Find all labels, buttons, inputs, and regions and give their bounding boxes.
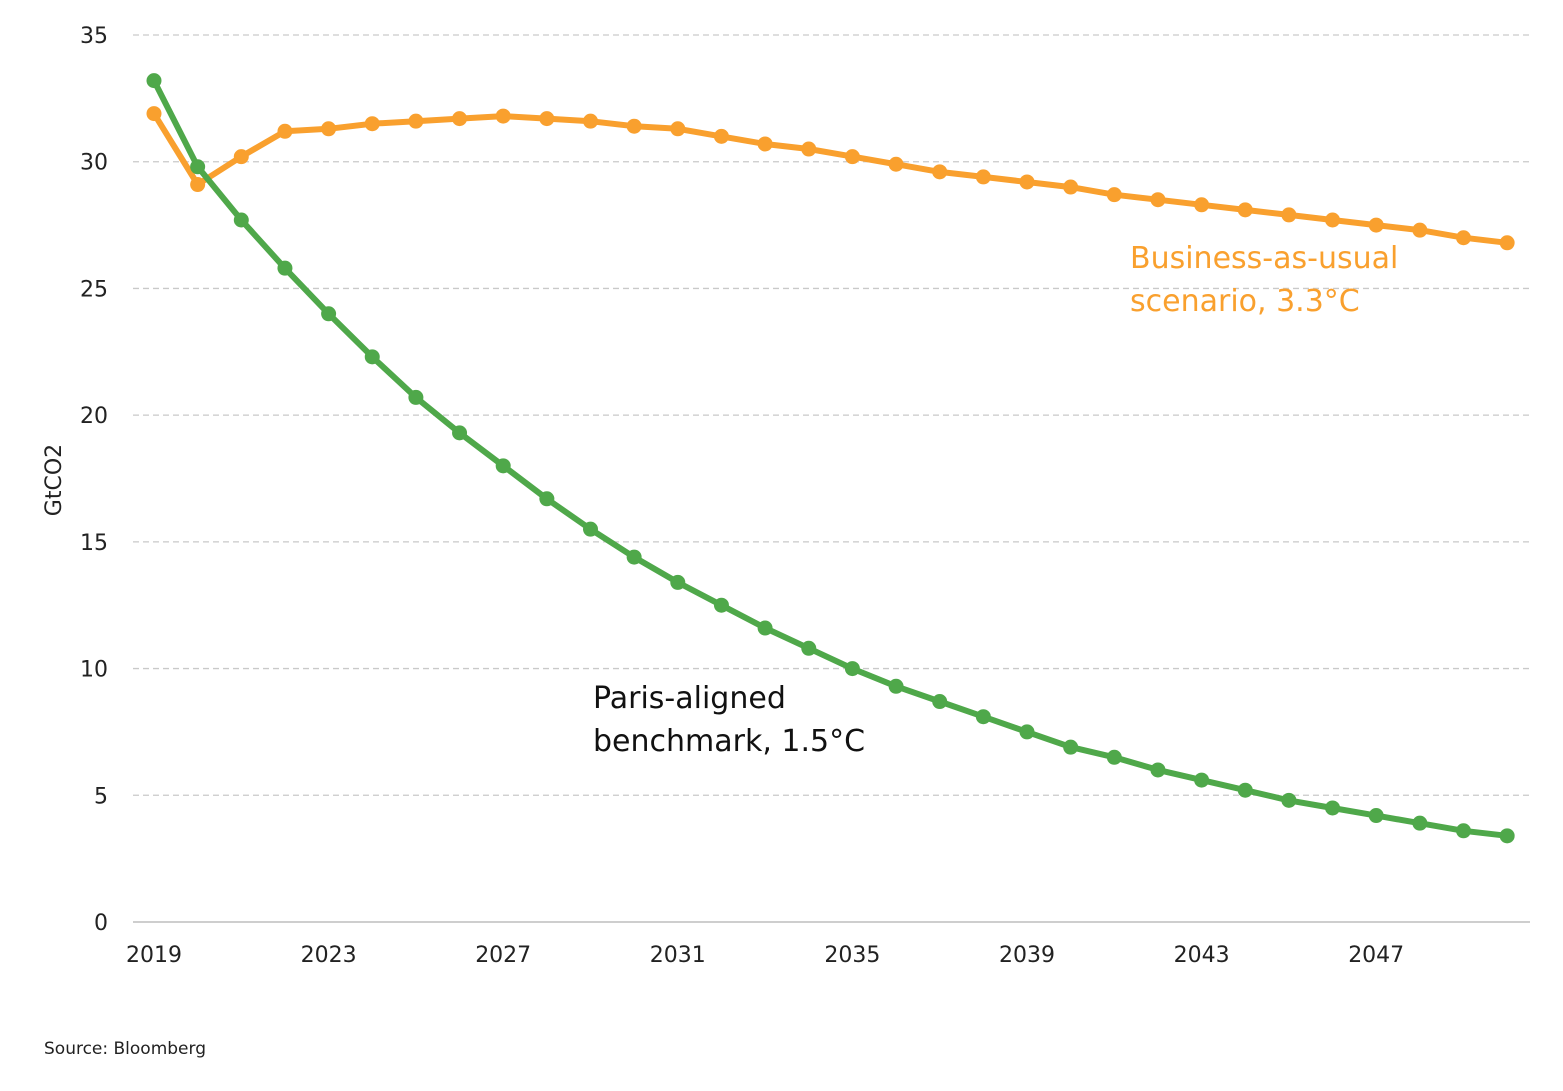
annotation-2-line-1: Paris-aligned <box>593 681 786 716</box>
data-point-s1-2037 <box>932 164 948 180</box>
annotations: Business-as-usual scenario, 3.3°C Paris-al… <box>593 241 1398 759</box>
data-point-s1-2049 <box>1456 230 1471 246</box>
x-tick-label-2027: 2027 <box>475 943 531 968</box>
annotation-2: Paris-aligned benchmark, 1.5°C <box>593 681 865 759</box>
data-point-s2-2038 <box>975 709 991 725</box>
data-point-s1-2021 <box>233 149 249 165</box>
y-tick-label-20: 20 <box>80 404 108 429</box>
data-series <box>146 73 1515 844</box>
series-line-1 <box>151 110 1511 246</box>
data-point-s1-2025 <box>408 113 424 129</box>
annotation-1-line-1: Business-as-usual <box>1130 241 1398 276</box>
y-tick-label-5: 5 <box>94 784 108 809</box>
data-point-s2-2040 <box>1063 739 1079 755</box>
series-1 <box>146 106 1515 251</box>
series-2 <box>146 73 1515 844</box>
data-point-s2-2041 <box>1106 749 1122 765</box>
data-point-s2-2025 <box>408 389 424 405</box>
data-point-s1-2043 <box>1194 197 1210 213</box>
data-point-s2-2044 <box>1237 782 1253 798</box>
data-point-s2-2039 <box>1019 724 1035 740</box>
data-point-s2-2037 <box>932 694 948 710</box>
y-tick-label-10: 10 <box>80 658 108 683</box>
data-point-s2-2031 <box>670 574 686 590</box>
data-point-s2-2024 <box>364 349 380 365</box>
axes: 0 5 10 15 20 25 30 35 2019 2023 2027 2031 2035 2039 20… <box>80 24 1530 968</box>
data-point-s1-2026 <box>452 111 468 127</box>
data-point-s1-2039 <box>1019 174 1035 190</box>
data-point-s1-2048 <box>1412 222 1428 238</box>
data-point-s1-2035 <box>844 149 860 165</box>
y-tick-label-0: 0 <box>94 911 108 936</box>
data-point-s1-2030 <box>626 118 642 134</box>
annotation-2-line-2: benchmark, 1.5°C <box>593 724 865 759</box>
data-point-s2-2019 <box>146 73 162 89</box>
data-point-s1-2046 <box>1325 212 1341 228</box>
data-point-s1-2042 <box>1150 192 1166 208</box>
data-point-s2-2049 <box>1456 823 1471 839</box>
y-tick-label-30: 30 <box>80 151 108 176</box>
data-point-s1-2028 <box>539 111 555 127</box>
y-tick-label-35: 35 <box>80 24 108 49</box>
data-point-s1-2033 <box>757 136 773 152</box>
data-point-s1-2040 <box>1063 179 1079 195</box>
data-point-s2-2047 <box>1368 808 1384 824</box>
data-point-s2-2028 <box>539 491 555 507</box>
series-line-2 <box>151 77 1511 839</box>
data-point-s1-2031 <box>670 121 686 137</box>
data-point-s1-2038 <box>975 169 991 185</box>
data-point-s2-2022 <box>277 260 293 276</box>
data-point-s2-2021 <box>233 212 249 228</box>
data-point-s2-2048 <box>1412 815 1428 831</box>
data-point-s2-2030 <box>626 549 642 565</box>
data-point-s2-2050 <box>1499 828 1515 844</box>
data-point-s1-2041 <box>1106 187 1122 203</box>
data-point-s1-2034 <box>801 141 817 157</box>
data-point-s2-2036 <box>888 678 904 694</box>
data-point-s2-2032 <box>713 597 729 613</box>
annotation-1-line-2: scenario, 3.3°C <box>1130 284 1360 319</box>
x-tick-label-2035: 2035 <box>824 943 880 968</box>
data-point-s1-2032 <box>713 128 729 144</box>
y-tick-label-15: 15 <box>80 531 108 556</box>
data-point-s1-2020 <box>190 177 206 193</box>
x-tick-label-2039: 2039 <box>999 943 1055 968</box>
annotation-1: Business-as-usual scenario, 3.3°C <box>1130 241 1398 319</box>
data-point-s1-2023 <box>321 121 337 137</box>
data-point-s2-2026 <box>452 425 468 441</box>
data-point-s1-2050 <box>1499 235 1515 251</box>
data-point-s2-2043 <box>1194 772 1210 788</box>
data-point-s2-2045 <box>1281 792 1297 808</box>
x-tick-label-2023: 2023 <box>301 943 357 968</box>
data-point-s1-2029 <box>583 113 598 129</box>
x-tick-label-2019: 2019 <box>126 943 182 968</box>
data-point-s2-2042 <box>1150 762 1166 778</box>
data-point-s1-2047 <box>1368 217 1384 233</box>
source-note: Source: Bloomberg <box>44 1039 206 1059</box>
gridlines <box>133 34 1530 796</box>
data-point-s1-2024 <box>364 116 380 132</box>
data-point-s2-2033 <box>757 620 773 636</box>
data-point-s1-2045 <box>1281 207 1297 223</box>
data-point-s2-2020 <box>190 159 206 175</box>
x-tick-label-2047: 2047 <box>1348 943 1404 968</box>
data-point-s2-2035 <box>844 661 860 677</box>
data-point-s1-2036 <box>888 156 904 172</box>
data-point-s2-2023 <box>321 306 337 322</box>
y-axis-label: GtCO2 <box>42 444 67 516</box>
y-tick-label-25: 25 <box>80 277 108 302</box>
x-tick-label-2043: 2043 <box>1174 943 1230 968</box>
x-tick-label-2031: 2031 <box>650 943 706 968</box>
data-point-s2-2046 <box>1325 800 1341 816</box>
data-point-s1-2019 <box>146 106 162 122</box>
data-point-s1-2044 <box>1237 202 1253 218</box>
data-point-s1-2022 <box>277 123 293 139</box>
data-point-s2-2034 <box>801 640 817 656</box>
data-point-s2-2027 <box>495 458 511 474</box>
data-point-s2-2029 <box>583 521 598 537</box>
data-point-s1-2027 <box>495 108 511 124</box>
